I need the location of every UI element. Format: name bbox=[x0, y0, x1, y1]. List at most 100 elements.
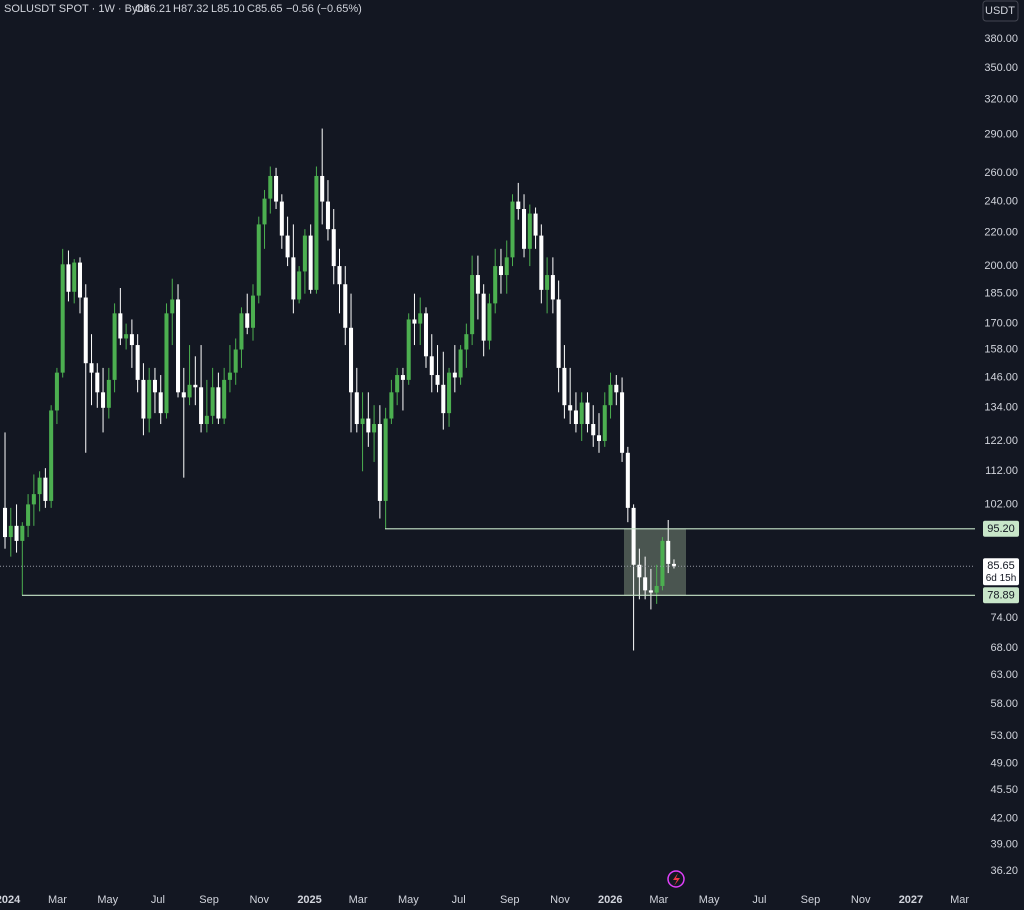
candle-body bbox=[210, 387, 215, 416]
y-tick-label: 112.00 bbox=[985, 465, 1018, 477]
candle-body bbox=[648, 590, 653, 593]
x-tick-label: Nov bbox=[550, 894, 570, 906]
level-label-box bbox=[983, 520, 1019, 537]
y-tick-label: 45.50 bbox=[990, 784, 1018, 796]
candle-body bbox=[14, 525, 19, 541]
candle-body bbox=[637, 564, 642, 578]
candle-body bbox=[579, 402, 584, 425]
y-tick-label: 68.00 bbox=[990, 642, 1018, 654]
candle-body bbox=[620, 392, 625, 453]
candle-body bbox=[101, 392, 106, 408]
candle-body bbox=[274, 175, 279, 202]
x-tick-label: 2027 bbox=[899, 894, 923, 906]
candle-body bbox=[447, 372, 452, 414]
candle-body bbox=[545, 275, 550, 290]
x-tick-label: Mar bbox=[649, 894, 668, 906]
candle-body bbox=[343, 284, 348, 328]
level-label: 78.89 bbox=[987, 590, 1015, 602]
candle-body bbox=[2, 507, 8, 538]
candle-body bbox=[423, 313, 429, 357]
candle-body bbox=[562, 367, 567, 406]
candle-body bbox=[239, 313, 244, 350]
unit-box[interactable] bbox=[982, 0, 1019, 22]
candle-body bbox=[26, 504, 31, 526]
candle-body bbox=[383, 418, 388, 501]
candle-body bbox=[400, 375, 405, 380]
candle-body bbox=[493, 266, 498, 304]
y-tick-label: 240.00 bbox=[984, 195, 1018, 207]
candle-body bbox=[671, 563, 676, 567]
lightning-icon[interactable] bbox=[667, 870, 685, 888]
x-tick-label: 2025 bbox=[297, 894, 321, 906]
x-tick-label: Sep bbox=[500, 894, 520, 906]
y-tick-label: 350.00 bbox=[984, 62, 1018, 74]
candle-body bbox=[389, 392, 394, 419]
candle-body bbox=[118, 313, 123, 339]
candle-body bbox=[227, 372, 232, 380]
candle-body bbox=[435, 375, 440, 385]
y-tick-label: 170.00 bbox=[984, 318, 1018, 330]
candle-body bbox=[204, 415, 209, 425]
candle-body bbox=[20, 525, 25, 541]
candle-body bbox=[268, 175, 273, 199]
candle-body bbox=[31, 494, 36, 505]
candle-body bbox=[170, 299, 175, 314]
y-tick-label: 290.00 bbox=[984, 128, 1018, 140]
candle-body bbox=[158, 392, 163, 414]
candle-body bbox=[331, 229, 336, 267]
icon-bolt[interactable] bbox=[673, 873, 680, 886]
candle-body bbox=[314, 175, 319, 290]
x-tick-label: May bbox=[97, 894, 118, 906]
icon-ring[interactable] bbox=[667, 870, 685, 888]
countdown-label: 6d 15h bbox=[986, 573, 1017, 584]
candle-body bbox=[222, 379, 227, 419]
candle-body bbox=[666, 540, 671, 564]
candle-body bbox=[320, 175, 325, 202]
y-tick-label: 42.00 bbox=[990, 812, 1018, 824]
candle-body bbox=[475, 275, 480, 294]
y-tick-label: 53.00 bbox=[990, 730, 1018, 742]
candle-body bbox=[556, 299, 561, 368]
ohlc-high: H87.32 bbox=[173, 3, 208, 15]
level-label-box bbox=[983, 587, 1019, 604]
candle-body bbox=[135, 345, 140, 380]
candle-body bbox=[470, 275, 475, 335]
candle-body bbox=[176, 299, 181, 393]
x-tick-label: Mar bbox=[48, 894, 67, 906]
ohlc-open: O86.21 bbox=[135, 3, 171, 15]
candle-body bbox=[591, 424, 596, 436]
candle-body bbox=[152, 379, 157, 393]
candle-body bbox=[8, 525, 13, 538]
x-tick-label: Mar bbox=[950, 894, 969, 906]
y-tick-label: 146.00 bbox=[984, 371, 1018, 383]
candle-body bbox=[291, 257, 296, 300]
x-tick-label: 2026 bbox=[598, 894, 622, 906]
candle-body bbox=[516, 201, 521, 210]
candle-body bbox=[533, 213, 538, 236]
candle-body bbox=[308, 235, 313, 290]
candle-body bbox=[37, 477, 42, 495]
candle-body bbox=[458, 349, 463, 378]
y-tick-label: 39.00 bbox=[990, 839, 1018, 851]
candle-body bbox=[181, 392, 186, 398]
x-tick-label: Nov bbox=[851, 894, 871, 906]
candle-body bbox=[585, 402, 590, 425]
candle-body bbox=[147, 379, 152, 419]
candle-body bbox=[418, 313, 423, 324]
candle-body bbox=[429, 356, 434, 376]
candle-body bbox=[643, 577, 648, 591]
candle-body bbox=[349, 327, 354, 393]
candle-body bbox=[487, 303, 492, 341]
candle-body bbox=[199, 387, 204, 425]
candle-body bbox=[522, 209, 527, 249]
candle-body bbox=[60, 264, 65, 373]
ohlc-close: C85.65 bbox=[247, 3, 282, 15]
candle-body bbox=[112, 313, 117, 380]
candle-body bbox=[625, 452, 630, 508]
ohlc-low: L85.10 bbox=[211, 3, 245, 15]
candle-body bbox=[83, 297, 88, 364]
x-tick-label: Jul bbox=[151, 894, 165, 906]
unit-label[interactable]: USDT bbox=[985, 5, 1015, 17]
